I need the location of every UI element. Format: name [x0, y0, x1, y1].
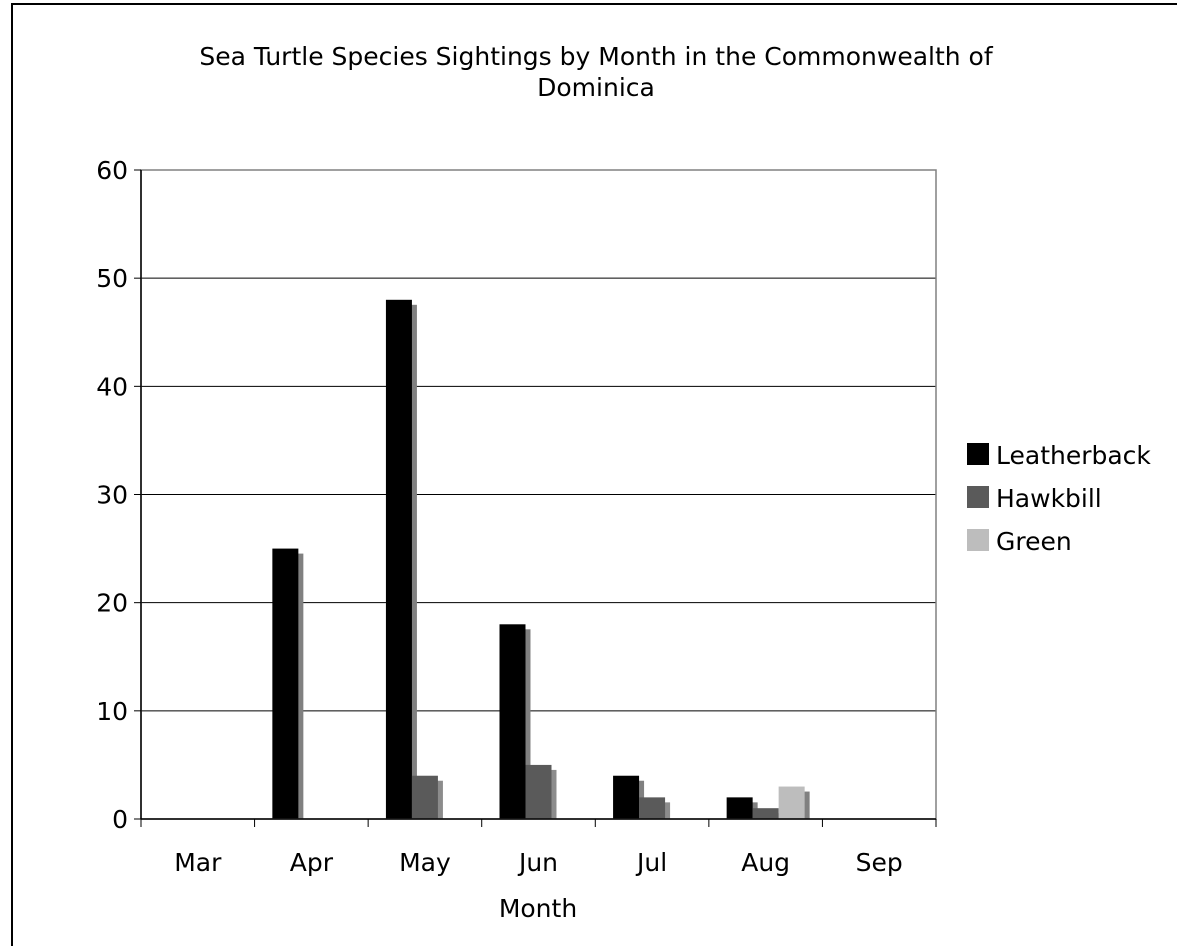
y-tick-label: 60 — [96, 156, 128, 185]
bar — [385, 299, 412, 819]
legend-swatch — [967, 529, 989, 551]
bars — [272, 299, 810, 819]
chart-title-line-2: Dominica — [537, 73, 655, 102]
chart-title: Sea Turtle Species Sightings by Month in… — [13, 41, 1177, 103]
x-tick-label: May — [399, 848, 451, 877]
x-tick-label: Mar — [174, 848, 222, 877]
x-axis-label: Month — [499, 894, 577, 923]
y-tick-label: 0 — [112, 805, 128, 834]
x-tick-label: Jul — [635, 848, 667, 877]
y-tick-label: 20 — [96, 589, 128, 618]
gridlines — [141, 169, 936, 712]
y-tick-label: 40 — [96, 372, 128, 401]
bar — [499, 624, 526, 819]
bar — [272, 548, 299, 819]
axes — [134, 169, 937, 827]
bar-shadow — [524, 629, 531, 819]
bar — [411, 775, 438, 819]
bar-shadow — [550, 769, 557, 819]
legend-swatch — [967, 486, 989, 508]
bar — [726, 797, 753, 819]
legend: Leatherback Hawkbill Green — [967, 441, 1151, 556]
x-tick-labels: Mar Apr May Jun Jul Aug Sep — [174, 848, 903, 877]
y-tick-label: 50 — [96, 264, 128, 293]
legend-swatch — [967, 443, 989, 465]
bar-shadow — [410, 304, 417, 819]
bar — [639, 797, 666, 819]
bar — [778, 786, 805, 819]
x-tick-label: Sep — [856, 848, 903, 877]
chart-title-line-1: Sea Turtle Species Sightings by Month in… — [199, 42, 993, 71]
legend-label: Hawkbill — [996, 484, 1102, 513]
bar-shadow — [436, 780, 443, 819]
bar-shadow — [297, 553, 304, 819]
x-tick-label: Apr — [290, 848, 334, 877]
chart-frame: Sea Turtle Species Sightings by Month in… — [11, 3, 1177, 946]
y-tick-label: 30 — [96, 481, 128, 510]
bar — [525, 764, 552, 819]
legend-label: Leatherback — [996, 441, 1151, 470]
bar-shadow — [803, 791, 810, 819]
bar-shadow — [664, 802, 671, 819]
y-tick-labels: 0 10 20 30 40 50 60 — [96, 156, 128, 834]
legend-label: Green — [996, 527, 1072, 556]
x-tick-label: Jun — [517, 848, 558, 877]
bar — [752, 808, 779, 819]
y-tick-label: 10 — [96, 697, 128, 726]
x-tick-label: Aug — [741, 848, 790, 877]
bar — [613, 775, 640, 819]
